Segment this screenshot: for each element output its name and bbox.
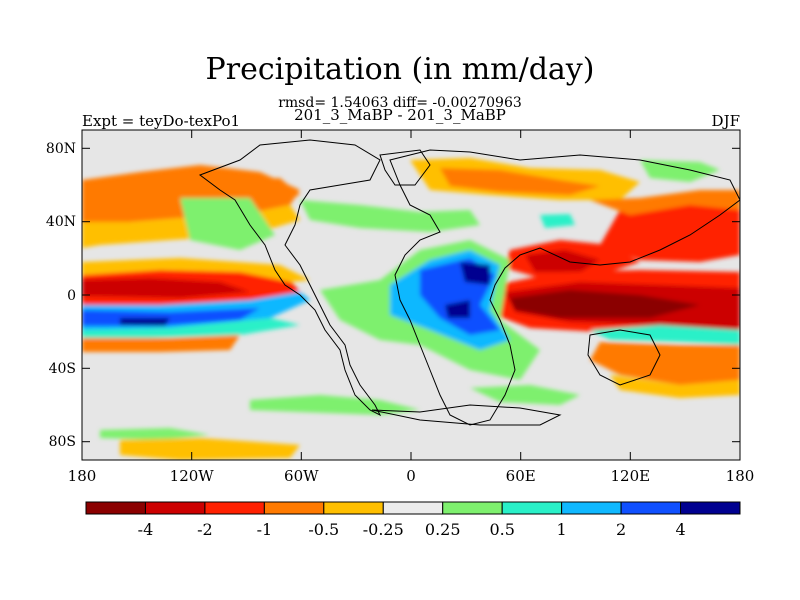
region-trop-pac-core xyxy=(82,278,250,298)
region-spac-dry xyxy=(82,335,240,352)
colorbar-label: -1 xyxy=(257,520,273,539)
comparison-label: 201_3_MaBP - 201_3_MaBP xyxy=(294,106,506,124)
colorbar-label: 1 xyxy=(557,520,567,539)
colorbar-labels: -4 -2 -1 -0.5 -0.25 0.25 0.5 1 2 4 xyxy=(138,520,686,539)
y-tick-label: 40S xyxy=(49,361,76,377)
y-tick-label: 80S xyxy=(49,434,76,450)
region-eq-wet-strong xyxy=(120,318,170,326)
y-tick-label: 0 xyxy=(67,288,76,304)
colorbar-box xyxy=(680,501,741,515)
x-tick-label: 120W xyxy=(170,467,215,485)
region-so-wet-west xyxy=(100,428,210,440)
colorbar-label: 0.25 xyxy=(425,520,461,539)
colorbar-label: 0.5 xyxy=(489,520,514,539)
region-trop-pac-dry-edge xyxy=(82,258,310,282)
x-tick-label: 0 xyxy=(406,467,416,485)
coastline-americas xyxy=(198,139,382,417)
stats-line: rmsd= 1.54063 diff= -0.00270963 xyxy=(278,95,522,111)
x-axis-labels: 180 120W 60W 0 60E 120E 180 xyxy=(68,467,755,485)
colorbar-box xyxy=(323,501,384,515)
x-tick-label: 120E xyxy=(611,467,651,485)
colorbar-boxes xyxy=(85,501,741,515)
y-tick-label: 40N xyxy=(46,214,76,230)
colorbar-box xyxy=(501,501,563,515)
x-tick-label: 180 xyxy=(726,467,755,485)
coastlines xyxy=(198,139,740,426)
coastline-greenland xyxy=(379,149,431,186)
season-label: DJF xyxy=(711,112,740,130)
colorbar-box xyxy=(263,501,325,515)
coastline-australia xyxy=(587,329,661,386)
colorbar-label: 4 xyxy=(675,520,685,539)
region-arctic-wet xyxy=(640,160,720,182)
plot-title: Precipitation (in mm/day) xyxy=(205,52,595,87)
region-africa-wet-strong xyxy=(460,262,490,285)
region-sio-dry xyxy=(590,342,740,385)
colorbar-box xyxy=(85,501,146,515)
colorbar-box xyxy=(620,501,682,515)
region-wpac-dry-edge xyxy=(590,190,740,215)
precip-field xyxy=(82,158,740,460)
region-antarctic-dry xyxy=(120,438,300,460)
colorbar-label: -2 xyxy=(197,520,213,539)
region-sa-wet-strong xyxy=(445,300,470,318)
region-wpac-dry xyxy=(600,200,740,262)
colorbar-box xyxy=(561,501,622,515)
region-boreal-wet-core xyxy=(540,214,575,228)
x-tick-label: 180 xyxy=(68,467,97,485)
x-tick-label: 60W xyxy=(284,467,319,485)
region-natl-dry-core xyxy=(440,168,600,195)
x-tick-label: 60E xyxy=(506,467,536,485)
colorbar-box xyxy=(442,501,503,515)
axis-ticks xyxy=(81,130,741,460)
colorbar-label: -0.25 xyxy=(363,520,404,539)
region-na-wet-ring xyxy=(180,198,275,250)
coastline-antarctica-edge xyxy=(371,404,562,426)
region-io-dry-strong xyxy=(510,290,700,318)
region-wpac-south-wet xyxy=(590,325,740,345)
region-eq-wet-edge xyxy=(82,318,300,340)
coastline-africa-eurasia xyxy=(389,149,740,426)
y-axis-labels: 80N 40N 0 40S 80S xyxy=(46,141,76,450)
y-tick-label: 80N xyxy=(46,141,76,157)
colorbar-box xyxy=(144,501,206,515)
region-so-wet-east xyxy=(470,385,580,405)
colorbar-label: -0.5 xyxy=(308,520,339,539)
region-arabian-dry-core xyxy=(525,250,600,272)
region-sio-dry-edge xyxy=(610,375,740,398)
colorbar-box xyxy=(382,501,444,515)
colorbar-box xyxy=(204,501,265,515)
colorbar-label: 2 xyxy=(616,520,626,539)
colorbar-label: -4 xyxy=(138,520,154,539)
experiment-label: Expt = teyDo-texPo1 xyxy=(82,112,241,130)
